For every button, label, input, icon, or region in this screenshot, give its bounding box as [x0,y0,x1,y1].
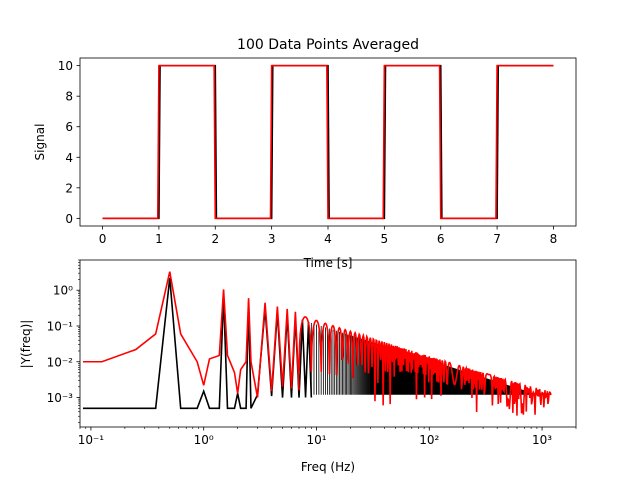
top-chart-frame [79,57,577,227]
top-chart-x-tick-label: 3 [268,232,276,246]
bottom-chart-ticks: 10⁻¹ 10⁰ 10¹ 10² 10³ 10⁻³ 10⁻² 10⁻¹ 10⁰ [47,259,577,447]
bottom-chart-x-tick-label: 10⁻¹ [78,433,105,447]
top-chart-x-tick-label: 1 [155,232,163,246]
top-chart-y-tick-label: 8 [65,90,73,104]
bottom-chart-frame [79,259,577,428]
top-chart-y-tick-label: 2 [65,181,73,195]
top-chart-y-tick-label: 4 [65,151,73,165]
top-chart-x-tick-label: 4 [324,232,332,246]
bottom-chart-y-tick-label: 10⁻² [47,355,74,369]
bottom-chart-y-tick-label: 10⁻³ [47,391,74,405]
top-chart-x-tick-label: 7 [493,232,501,246]
bottom-chart-y-tick-label: 10⁻¹ [47,319,74,333]
top-chart-series-1-line [102,64,554,220]
bottom-chart-x-tick-label: 10⁰ [194,433,214,447]
top-chart-y-axis-label: Signal [33,124,47,161]
top-chart-x-tick-label: 8 [550,232,558,246]
top-chart-y-tick-label: 6 [65,120,73,134]
bottom-chart-x-tick-label: 10² [419,433,439,447]
top-chart-x-axis-label: Time [s] [303,256,353,270]
top-chart-plot-area [102,64,554,220]
bottom-chart-x-tick-label: 10³ [532,433,552,447]
top-chart-x-tick-label: 6 [437,232,445,246]
top-chart-x-tick-label: 2 [211,232,219,246]
bottom-chart-x-axis-label: Freq (Hz) [301,460,355,474]
top-chart-y-tick-label: 0 [65,212,73,226]
top-chart-x-tick-label: 0 [99,232,107,246]
bottom-chart: 10⁻¹ 10⁰ 10¹ 10² 10³ 10⁻³ 10⁻² 10⁻¹ 10⁰ Freq (Hz… [19,259,577,474]
bottom-chart-plot-area [82,271,552,416]
bottom-chart-x-tick-label: 10¹ [306,433,326,447]
bottom-chart-y-axis-label: |Y(freq)| [19,320,33,369]
bottom-chart-series-1-tail-line [298,316,552,416]
top-chart-x-tick-label: 5 [381,232,389,246]
top-chart-y-tick-label: 10 [58,59,73,73]
bottom-chart-series-1-line [82,271,300,398]
top-chart: 100 Data Points Averaged 0 1 2 3 4 5 6 7 8 0 2 4 6 8 1… [33,37,577,270]
top-chart-ticks: 0 1 2 3 4 5 6 7 8 0 2 4 6 8 10 [58,59,558,246]
top-chart-title: 100 Data Points Averaged [237,37,419,53]
bottom-chart-y-tick-label: 10⁰ [53,284,73,298]
